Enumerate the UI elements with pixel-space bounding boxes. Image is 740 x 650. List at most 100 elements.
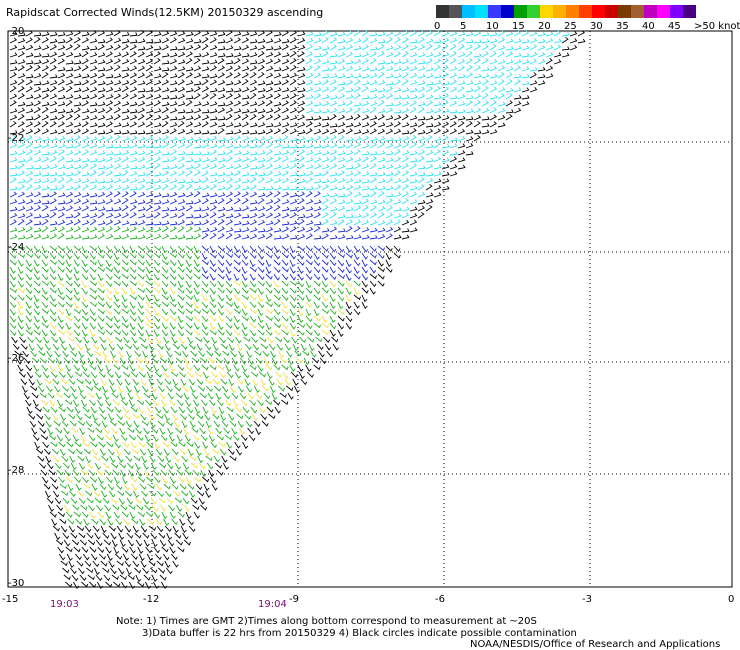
wind-barb — [65, 546, 73, 553]
wind-barb — [169, 101, 178, 107]
wind-barb — [225, 198, 233, 205]
wind-barb — [165, 385, 173, 393]
wind-barb — [185, 183, 193, 191]
wind-barb — [145, 65, 153, 72]
wind-barb — [57, 192, 66, 198]
wind-barb — [513, 87, 522, 93]
wind-barb — [433, 171, 442, 177]
wind-barb — [433, 101, 442, 107]
wind-barb — [289, 78, 297, 86]
wind-barb — [409, 107, 417, 114]
wind-barb — [569, 38, 578, 44]
wind-barb — [161, 259, 169, 266]
wind-barb — [89, 200, 98, 205]
wind-barb — [441, 93, 449, 100]
wind-barb — [153, 171, 162, 177]
wind-barb — [60, 343, 68, 351]
wind-barb — [433, 86, 441, 93]
wind-barb — [153, 66, 162, 72]
wind-barb — [457, 164, 466, 170]
wind-barb — [49, 245, 57, 252]
wind-barb — [49, 86, 57, 93]
wind-barb — [140, 378, 147, 386]
wind-barb — [257, 157, 266, 163]
wind-barb — [17, 32, 26, 37]
wind-barb — [353, 148, 361, 156]
wind-barb — [243, 336, 251, 342]
wind-barb — [25, 259, 32, 267]
wind-barb — [49, 322, 57, 330]
wind-barb — [513, 79, 521, 86]
wind-barb — [57, 38, 66, 44]
wind-barb — [226, 371, 234, 379]
wind-barb — [30, 350, 37, 358]
wind-barb — [169, 122, 178, 128]
wind-barb — [305, 108, 314, 114]
wind-barb — [169, 170, 178, 177]
wind-barb — [337, 234, 346, 240]
wind-barb — [369, 287, 376, 295]
wind-barb — [289, 259, 296, 268]
wind-barb — [249, 329, 257, 337]
wind-barb — [188, 413, 195, 421]
wind-barb — [53, 490, 60, 498]
wind-barb — [209, 73, 218, 79]
wind-barb — [161, 60, 170, 65]
wind-barb — [65, 44, 73, 51]
wind-barb — [218, 406, 225, 415]
wind-barb — [337, 259, 345, 267]
wind-barb — [181, 490, 189, 497]
wind-barb — [353, 142, 361, 149]
wind-barb — [313, 108, 322, 114]
wind-barb — [321, 178, 330, 184]
wind-barb — [337, 185, 346, 191]
wind-barb — [185, 164, 194, 170]
wind-barb — [401, 234, 410, 240]
wind-barb — [220, 378, 228, 385]
wind-barb — [145, 364, 152, 372]
wind-barb — [105, 287, 113, 295]
wind-barb — [241, 214, 250, 219]
wind-barb — [209, 135, 218, 142]
wind-barb — [218, 441, 226, 448]
wind-barb — [173, 490, 181, 497]
wind-barb — [281, 399, 289, 405]
wind-barb — [465, 129, 474, 135]
wind-barb — [122, 371, 131, 378]
wind-barb — [409, 122, 418, 128]
wind-barb — [206, 350, 214, 357]
wind-barb — [113, 100, 122, 107]
wind-barb — [177, 266, 185, 273]
wind-barb — [161, 114, 170, 121]
wind-barb — [321, 227, 330, 233]
wind-barb — [385, 86, 393, 93]
wind-barb — [57, 149, 65, 156]
wind-barb — [145, 204, 153, 212]
wind-barb — [41, 93, 50, 100]
wind-barb — [161, 199, 170, 205]
legend-swatch — [683, 5, 696, 18]
wind-barb — [249, 227, 258, 233]
wind-barb — [337, 213, 346, 219]
wind-barb — [9, 134, 17, 142]
wind-barb — [65, 185, 74, 191]
wind-barb — [129, 32, 138, 37]
wind-barb — [105, 581, 113, 588]
wind-barb — [222, 462, 229, 470]
wind-barb — [201, 151, 210, 156]
wind-barb — [281, 58, 290, 65]
wind-barb — [49, 266, 56, 274]
wind-barb — [257, 141, 265, 149]
wind-barb — [181, 420, 188, 429]
wind-barb — [369, 220, 378, 226]
wind-barb — [513, 45, 522, 51]
wind-barb — [167, 539, 175, 547]
wind-barb — [9, 206, 18, 212]
wind-barb — [73, 60, 82, 65]
wind-barb — [121, 136, 130, 142]
wind-barb — [152, 504, 159, 512]
wind-barb — [305, 51, 313, 58]
wind-barb — [225, 259, 233, 267]
wind-barb — [425, 38, 434, 44]
wind-barb — [289, 322, 297, 330]
